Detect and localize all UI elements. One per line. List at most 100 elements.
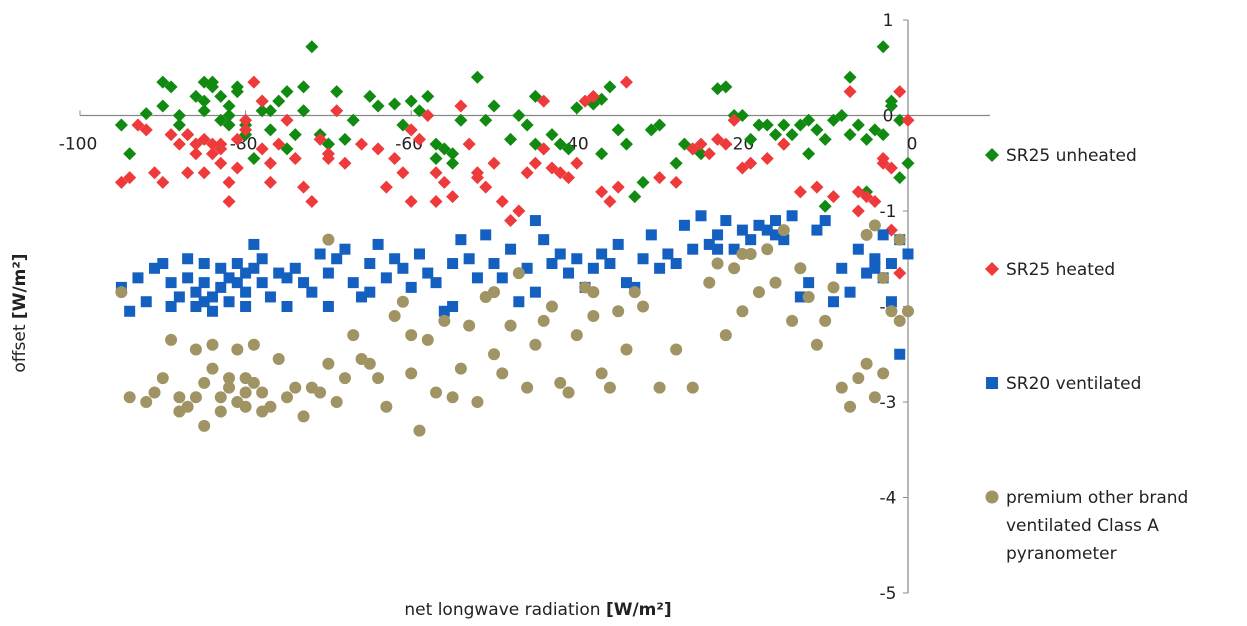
data-point: [736, 224, 748, 236]
data-point: [595, 147, 609, 161]
data-point: [578, 94, 592, 108]
data-point: [156, 99, 170, 113]
data-point: [404, 194, 418, 208]
data-point: [785, 128, 799, 142]
data-point: [570, 101, 584, 115]
data-point: [628, 286, 641, 299]
data-point: [893, 171, 907, 185]
data-point: [877, 229, 889, 241]
data-point: [156, 175, 170, 189]
data-point: [140, 296, 152, 308]
data-point: [437, 142, 451, 156]
data-point: [619, 75, 633, 89]
data-point: [190, 301, 202, 312]
data-point: [728, 243, 740, 255]
data-point: [868, 194, 882, 208]
data-point: [264, 291, 276, 303]
data-point: [819, 215, 831, 227]
data-point: [686, 142, 700, 156]
data-point: [694, 137, 708, 151]
data-point: [769, 276, 782, 289]
data-point: [206, 338, 219, 351]
data-point: [471, 272, 483, 284]
data-point: [247, 338, 260, 351]
data-point: [421, 89, 435, 103]
data-point: [513, 296, 525, 308]
legend-item-sr20-ventilated: SR20 ventilated: [986, 374, 1141, 394]
data-point: [885, 258, 897, 270]
y-tick-label: -5: [880, 584, 897, 604]
data-point: [769, 128, 783, 142]
data-point: [223, 296, 235, 308]
data-point: [563, 267, 575, 279]
data-point: [902, 305, 914, 318]
data-point: [364, 286, 376, 298]
data-point: [330, 85, 344, 99]
legend-item-sr25-unheated: SR25 unheated: [985, 146, 1137, 166]
data-point: [835, 109, 849, 122]
data-point: [869, 262, 881, 274]
data-point: [156, 372, 169, 385]
data-point: [843, 70, 857, 84]
data-point: [197, 104, 211, 118]
data-point: [438, 305, 450, 317]
data-point: [537, 142, 551, 156]
legend-label-sr25-heated: SR25 heated: [1006, 260, 1115, 280]
data-point: [686, 381, 699, 394]
data-point: [653, 118, 667, 132]
data-point: [181, 128, 195, 142]
data-point: [869, 253, 881, 265]
data-point: [197, 75, 211, 89]
data-point: [331, 253, 343, 265]
data-point: [802, 147, 816, 161]
data-point: [860, 132, 874, 146]
data-point: [471, 396, 484, 408]
data-point: [182, 272, 194, 284]
data-point: [736, 305, 749, 318]
data-point: [215, 262, 227, 274]
data-point: [712, 243, 724, 255]
data-point: [752, 118, 766, 132]
data-point: [753, 219, 765, 231]
data-point: [322, 233, 335, 246]
data-point: [884, 161, 898, 175]
data-point: [877, 271, 890, 284]
data-point: [677, 137, 691, 151]
data-point: [877, 367, 890, 380]
data-point: [273, 267, 285, 279]
data-point: [247, 75, 261, 89]
data-point: [240, 267, 252, 279]
data-point: [570, 329, 583, 342]
data-point: [124, 305, 136, 317]
y-tick-label: 1: [883, 11, 894, 31]
data-point: [603, 381, 616, 394]
data-point: [826, 190, 840, 204]
data-point: [313, 132, 327, 146]
data-point: [139, 107, 153, 121]
data-point: [115, 286, 128, 299]
data-point: [198, 419, 211, 432]
data-point: [570, 156, 584, 170]
data-point: [893, 233, 906, 246]
data-point: [810, 123, 824, 137]
data-point: [479, 180, 493, 194]
data-point: [736, 247, 749, 260]
series-sr25-unheated: [114, 40, 915, 213]
data-point: [214, 405, 227, 418]
data-point: [512, 267, 525, 280]
data-point: [206, 362, 219, 375]
data-point: [512, 109, 526, 122]
series-sr20-ventilated: [115, 210, 914, 360]
data-point: [760, 118, 774, 132]
data-point: [562, 386, 575, 399]
data-point: [222, 118, 236, 132]
data-point: [322, 357, 335, 370]
legend-label-sr25-unheated: SR25 unheated: [1006, 146, 1137, 166]
data-point: [562, 142, 576, 156]
data-point: [504, 214, 518, 228]
data-point: [256, 386, 269, 399]
data-point: [777, 224, 790, 237]
data-point: [587, 310, 600, 323]
data-point: [488, 348, 500, 361]
data-point: [786, 314, 799, 327]
